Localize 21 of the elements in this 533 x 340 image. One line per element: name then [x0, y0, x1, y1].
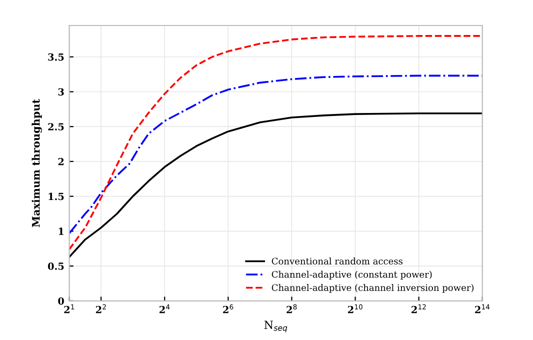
y-tick-label: 2.5: [48, 123, 64, 130]
y-tick-label: 1: [58, 228, 64, 235]
legend-label: Channel-adaptive (constant power): [272, 270, 432, 280]
x-tick-label: 2$^{10}$: [348, 304, 362, 314]
legend-label: Conventional random access: [272, 258, 402, 265]
x-axis-title: N$_{seq}$: [264, 320, 288, 332]
y-tick-label: 0: [58, 297, 64, 305]
x-tick-label: 2$^{4}$: [160, 304, 170, 314]
x-tick-label: 2$^{8}$: [286, 304, 297, 314]
x-tick-label: 2$^{12}$: [412, 304, 426, 314]
y-tick-label: 3.5: [48, 53, 64, 61]
x-tick-label: 2$^{14}$: [475, 304, 490, 314]
y-axis-title: Maximum throughput: [32, 98, 42, 228]
y-tick-label: 0.5: [48, 262, 64, 270]
legend-label: Channel-adaptive (channel inversion power): [272, 284, 474, 293]
y-tick-label: 1.5: [48, 192, 64, 200]
y-tick-label: 2: [58, 158, 64, 166]
x-tick-label: 2$^{6}$: [223, 304, 234, 314]
x-tick-label: 2$^{2}$: [96, 304, 106, 314]
y-tick-label: 3: [58, 88, 64, 96]
x-tick-label: 2$^{1}$: [64, 304, 74, 314]
